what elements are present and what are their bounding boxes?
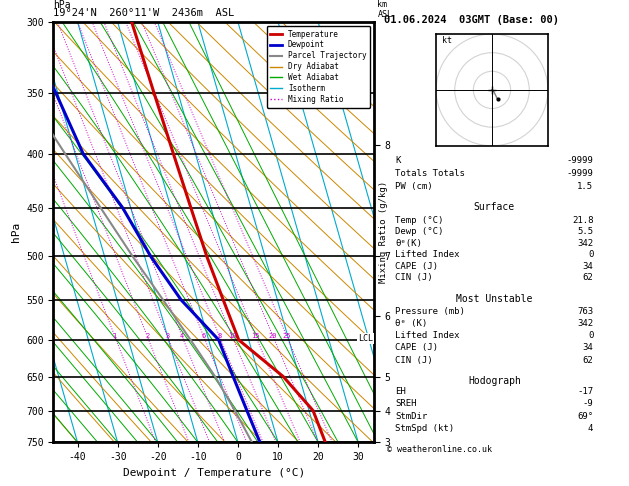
Text: 20: 20 [269,333,277,339]
Text: 5.5: 5.5 [577,227,593,236]
Text: kt: kt [442,36,452,45]
Text: 1: 1 [113,333,117,339]
Text: K: K [396,156,401,165]
Text: hPa: hPa [53,0,71,10]
Text: Hodograph: Hodograph [468,376,521,386]
Text: EH: EH [396,387,406,396]
Text: Most Unstable: Most Unstable [456,294,533,304]
Text: 1.5: 1.5 [577,182,593,191]
Text: StmDir: StmDir [396,412,428,420]
Text: 6: 6 [201,333,206,339]
Text: 34: 34 [582,344,593,352]
Text: PW (cm): PW (cm) [396,182,433,191]
Text: 0: 0 [588,250,593,259]
Text: 15: 15 [252,333,260,339]
Text: -17: -17 [577,387,593,396]
Text: 01.06.2024  03GMT (Base: 00): 01.06.2024 03GMT (Base: 00) [384,15,559,25]
Text: -9999: -9999 [567,156,593,165]
Text: 62: 62 [582,356,593,364]
Text: © weatheronline.co.uk: © weatheronline.co.uk [387,445,492,454]
Text: LCL: LCL [358,334,373,343]
Text: Dewp (°C): Dewp (°C) [396,227,444,236]
X-axis label: Dewpoint / Temperature (°C): Dewpoint / Temperature (°C) [123,468,305,478]
Text: CAPE (J): CAPE (J) [396,344,438,352]
Text: StmSpd (kt): StmSpd (kt) [396,424,455,433]
Text: 0: 0 [588,331,593,340]
Text: Temp (°C): Temp (°C) [396,216,444,225]
Text: 342: 342 [577,239,593,248]
Text: CIN (J): CIN (J) [396,356,433,364]
Text: 342: 342 [577,319,593,328]
Text: 3: 3 [165,333,169,339]
Text: 10: 10 [228,333,237,339]
Text: θᵉ(K): θᵉ(K) [396,239,422,248]
Text: 19°24'N  260°11'W  2436m  ASL: 19°24'N 260°11'W 2436m ASL [53,8,235,18]
Text: Pressure (mb): Pressure (mb) [396,307,465,316]
Text: SREH: SREH [396,399,417,408]
Text: -9999: -9999 [567,169,593,178]
Text: 4: 4 [588,424,593,433]
Text: 763: 763 [577,307,593,316]
Text: 21.8: 21.8 [572,216,593,225]
Text: 62: 62 [582,273,593,282]
Text: 34: 34 [582,261,593,271]
Text: km
ASL: km ASL [377,0,392,19]
Text: CIN (J): CIN (J) [396,273,433,282]
Text: 69°: 69° [577,412,593,420]
Text: Lifted Index: Lifted Index [396,331,460,340]
Text: -9: -9 [582,399,593,408]
Text: Totals Totals: Totals Totals [396,169,465,178]
Y-axis label: hPa: hPa [11,222,21,242]
Text: 25: 25 [282,333,291,339]
Text: Lifted Index: Lifted Index [396,250,460,259]
Text: Surface: Surface [474,202,515,212]
Text: 2: 2 [145,333,149,339]
Text: 8: 8 [217,333,221,339]
Text: Mixing Ratio (g/kg): Mixing Ratio (g/kg) [379,181,388,283]
Text: θᵉ (K): θᵉ (K) [396,319,428,328]
Legend: Temperature, Dewpoint, Parcel Trajectory, Dry Adiabat, Wet Adiabat, Isotherm, Mi: Temperature, Dewpoint, Parcel Trajectory… [267,26,370,108]
Text: CAPE (J): CAPE (J) [396,261,438,271]
Text: 4: 4 [180,333,184,339]
